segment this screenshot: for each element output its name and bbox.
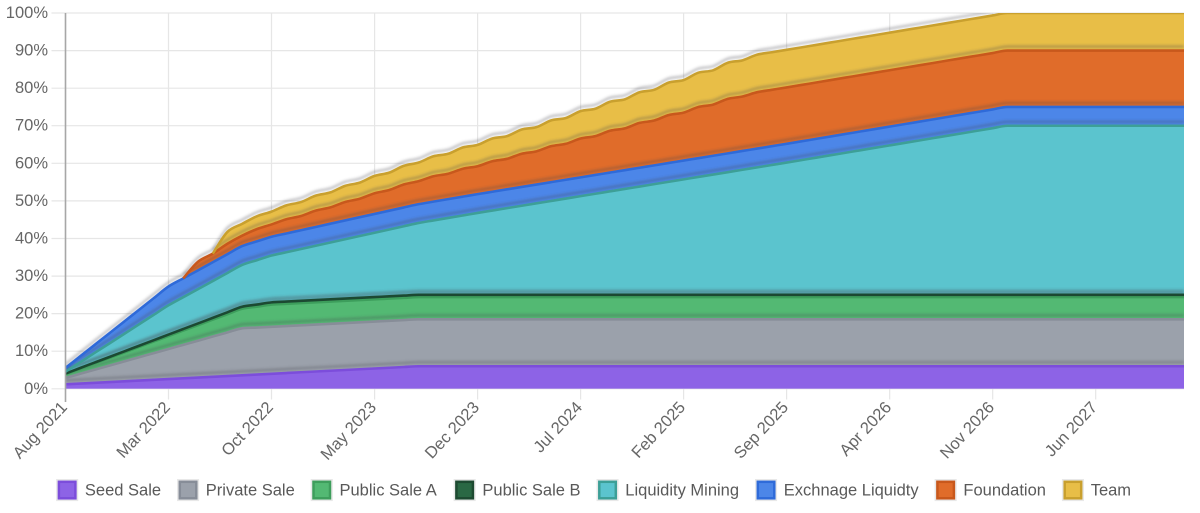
svg-text:90%: 90%	[15, 42, 48, 60]
svg-text:50%: 50%	[15, 192, 48, 210]
svg-text:30%: 30%	[15, 267, 48, 285]
svg-text:Team: Team	[1091, 482, 1131, 500]
svg-text:Public Sale A: Public Sale A	[340, 482, 437, 500]
svg-text:Liquidity Mining: Liquidity Mining	[625, 482, 739, 500]
svg-text:Foundation: Foundation	[963, 482, 1046, 500]
svg-text:Exchnage Liquidty: Exchnage Liquidty	[784, 482, 920, 500]
svg-text:Public Sale B: Public Sale B	[482, 482, 580, 500]
svg-text:10%: 10%	[15, 342, 48, 360]
svg-text:70%: 70%	[15, 117, 48, 135]
svg-text:60%: 60%	[15, 154, 48, 172]
svg-text:40%: 40%	[15, 230, 48, 248]
svg-text:Private Sale: Private Sale	[206, 482, 295, 500]
svg-text:100%: 100%	[6, 4, 49, 22]
svg-text:80%: 80%	[15, 79, 48, 97]
svg-text:0%: 0%	[24, 380, 48, 398]
svg-text:20%: 20%	[15, 305, 48, 323]
svg-text:Seed Sale: Seed Sale	[85, 482, 161, 500]
